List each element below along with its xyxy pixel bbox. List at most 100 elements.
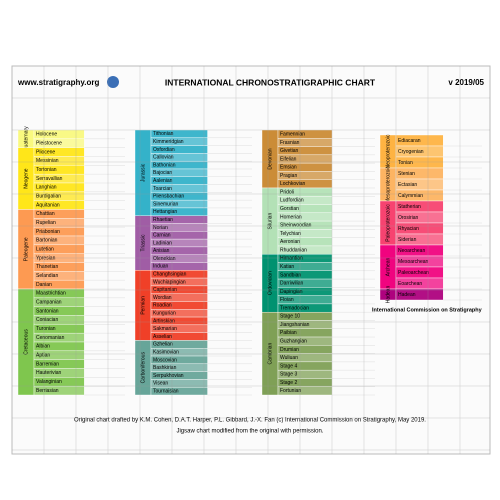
stage-label: Valanginian — [36, 379, 62, 385]
stage-label: Serpukhovian — [153, 373, 184, 379]
stage-label: Lutetian — [36, 247, 54, 253]
stage-label: Hadean — [398, 292, 416, 298]
stage-label: Floian — [280, 297, 294, 303]
stage-label: Eoarchean — [398, 281, 422, 287]
stage-label: Hauterivian — [36, 370, 62, 376]
stage-label: Asselian — [153, 334, 172, 340]
stage-label: Albian — [36, 344, 50, 350]
stage-label: Oxfordian — [153, 147, 175, 153]
stage-label: Berriasian — [36, 388, 59, 394]
stage-label: Wuchiapingian — [153, 279, 186, 285]
stage-label: Ediacaran — [398, 138, 421, 144]
stage-label: Ladinian — [153, 240, 172, 246]
stage-label: Pragian — [280, 173, 297, 179]
period-label: Cretaceous — [23, 329, 29, 355]
stage-label: Rhuddanian — [280, 247, 307, 253]
stage-label: Selandian — [36, 273, 58, 279]
period-label: Carboniferous — [140, 352, 146, 384]
stage-label: Aeronian — [280, 239, 300, 245]
stage-label: Pliensbachian — [153, 194, 184, 200]
period-label: Neoproterozoic — [385, 134, 391, 168]
stage-label: Siderian — [398, 237, 417, 243]
period-label: Devonian — [267, 148, 273, 169]
stage-label: Eifelian — [280, 156, 297, 162]
stage-label: Tithonian — [153, 131, 174, 137]
stage-label: Givetian — [280, 148, 299, 154]
stage-label: Thanetian — [36, 264, 58, 270]
stage-label: Dapingian — [280, 289, 303, 295]
footer-line: Jigsaw chart modified from the original … — [176, 429, 323, 435]
stage-label: Tournaisian — [153, 388, 179, 394]
stage-label: Kimmeridgian — [153, 139, 184, 145]
stage-label: Priabonian — [36, 229, 60, 235]
stage-label: Cryogenian — [398, 149, 424, 155]
stage-label: Induan — [153, 264, 169, 270]
stage-label: Hettangian — [153, 209, 177, 215]
period-label: Paleogene — [23, 237, 29, 261]
stage-label: Ypresian — [36, 255, 56, 261]
stage-label: Sinemurian — [153, 201, 179, 207]
stage-label: Sheinwoodian — [280, 223, 312, 229]
chart-title: INTERNATIONAL CHRONOSTRATIGRAPHIC CHART — [165, 77, 376, 87]
stage-label: Wordian — [153, 295, 172, 301]
stage-label: Aquitanian — [36, 202, 60, 208]
stage-label: Rhaetian — [153, 217, 173, 223]
stage-label: Famennian — [280, 131, 305, 137]
stage-label: Callovian — [153, 155, 174, 161]
stage-label: Coniacian — [36, 317, 58, 323]
stage-label: Gzhelian — [153, 342, 173, 348]
stage-label: Emsian — [280, 165, 297, 171]
stage-label: Homerian — [280, 214, 302, 220]
stage-label: Tortonian — [36, 167, 57, 173]
stage-label: Norian — [153, 225, 168, 231]
stage-label: Mesoarchean — [398, 259, 429, 265]
stage-label: Paleoarchean — [398, 270, 429, 276]
stage-label: Stage 2 — [280, 380, 297, 386]
commission: International Commission on Stratigraphy — [372, 307, 483, 313]
stage-label: Orosirian — [398, 215, 419, 221]
stage-label: Neoarchean — [398, 248, 425, 254]
period-label: Archean — [385, 257, 391, 276]
stage-label: Kasimovian — [153, 349, 179, 355]
stage-label: Roadian — [153, 303, 172, 309]
stage-label: Campanian — [36, 300, 62, 306]
stage-label: Stage 4 — [280, 363, 297, 369]
stage-label: Langhian — [36, 185, 57, 191]
stage-label: Barremian — [36, 361, 59, 367]
stage-label: Kungurian — [153, 310, 176, 316]
stage-label: Maastrichtian — [36, 291, 66, 297]
stage-label: Telychian — [280, 231, 301, 237]
stage-label: Sandbian — [280, 272, 301, 278]
period-label: Cambrian — [267, 343, 273, 365]
stage-label: Santonian — [36, 308, 59, 314]
stage-label: Ludfordian — [280, 198, 304, 204]
stage-label: Statherian — [398, 204, 421, 210]
stage-label: Paibian — [280, 330, 297, 336]
stage-label: Burdigalian — [36, 194, 61, 200]
stage-label: Visean — [153, 381, 168, 387]
stage-label: Darriwilian — [280, 281, 304, 287]
stage-label: Guzhangian — [280, 339, 307, 345]
period-label: Neogene — [23, 168, 29, 189]
stage-label: Aalenian — [153, 178, 173, 184]
stage-label: Hirnantian — [280, 256, 303, 262]
stage-label: Stage 3 — [280, 372, 297, 378]
logo — [107, 76, 119, 88]
period-label: Triassic — [140, 234, 146, 252]
stage-label: Bashkirian — [153, 365, 177, 371]
period-label: Ordovician — [267, 271, 273, 295]
stage-label: Wuliuan — [280, 355, 298, 361]
stage-label: Holocene — [36, 132, 57, 138]
stage-label: Carnian — [153, 233, 171, 239]
stage-label: Chattian — [36, 211, 55, 217]
stage-label: Moscovian — [153, 357, 177, 363]
stage-label: Turonian — [36, 326, 56, 332]
stage-label: Bajocian — [153, 170, 172, 176]
stage-label: Drumian — [280, 347, 299, 353]
stage-label: Katian — [280, 264, 294, 270]
stage-label: Fortunian — [280, 388, 301, 394]
stage-label: Changhsingian — [153, 272, 187, 278]
stage-label: Stenian — [398, 171, 415, 177]
stage-label: Pleistocene — [36, 141, 62, 147]
